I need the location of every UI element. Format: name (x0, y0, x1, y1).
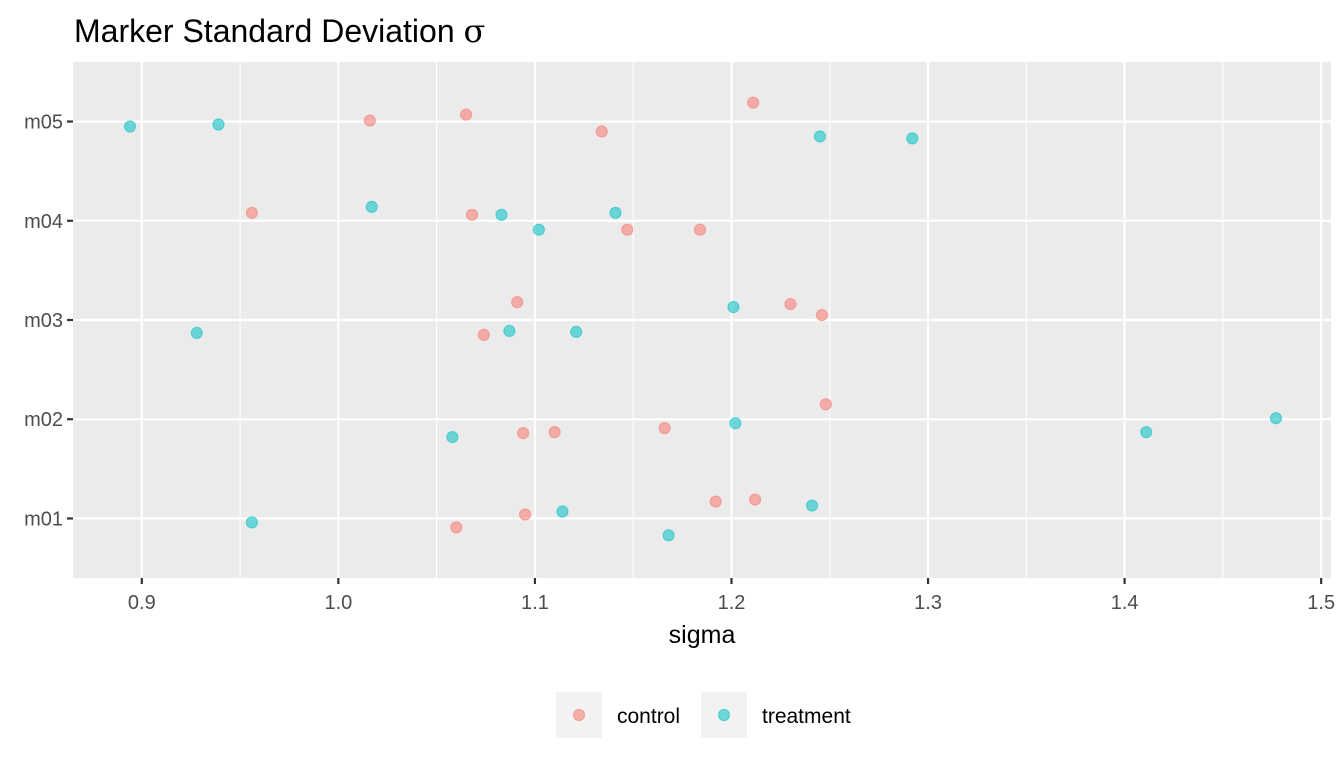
x-axis: 0.9 1.0 1.1 1.2 1.3 1.4 1.5 (128, 578, 1335, 614)
point-control (363, 114, 376, 127)
y-tick-label: m02 (24, 409, 63, 431)
point-treatment (365, 200, 378, 213)
data-points (123, 96, 1283, 542)
point-treatment (662, 529, 675, 542)
point-treatment (123, 120, 137, 133)
point-control (693, 223, 707, 236)
point-treatment (906, 132, 919, 145)
point-treatment (245, 516, 258, 529)
x-tick-label: 1.0 (324, 592, 352, 614)
point-control (709, 495, 722, 508)
point-treatment (532, 223, 545, 236)
point-control (245, 206, 258, 219)
y-tick-label: m03 (24, 310, 63, 332)
y-tick-label: m01 (24, 508, 63, 530)
y-axis: m01 m02 m03 m04 m05 (24, 112, 73, 530)
x-tick-label: 1.1 (521, 592, 549, 614)
y-tick-label: m04 (24, 211, 63, 233)
point-treatment (190, 326, 203, 339)
title-sigma: σ (464, 12, 486, 50)
point-treatment (609, 206, 622, 219)
major-gridlines (73, 62, 1331, 578)
point-control (518, 508, 532, 521)
point-control (450, 521, 463, 534)
point-control (460, 108, 473, 121)
point-control (658, 422, 671, 435)
point-treatment (813, 130, 827, 143)
point-treatment (805, 499, 819, 512)
x-tick-label: 1.3 (914, 592, 942, 614)
point-treatment (570, 325, 583, 339)
point-control (465, 208, 479, 221)
point-control (477, 328, 490, 341)
point-treatment (446, 430, 459, 444)
point-control (815, 308, 829, 322)
point-control (621, 223, 634, 236)
point-treatment (556, 505, 569, 518)
legend-marker-treatment (717, 708, 731, 722)
point-treatment (503, 324, 516, 338)
x-tick-label: 1.4 (1111, 592, 1139, 614)
point-control (747, 96, 760, 109)
point-control (819, 398, 832, 411)
point-control (595, 125, 608, 138)
point-control (784, 298, 797, 311)
point-treatment (495, 208, 508, 221)
legend-marker-control (572, 708, 586, 722)
point-control (748, 493, 762, 506)
x-tick-label: 0.9 (128, 592, 156, 614)
x-axis-title: sigma (669, 621, 736, 649)
point-treatment (727, 301, 740, 314)
legend: control treatment (556, 692, 851, 738)
x-tick-label: 1.2 (718, 592, 746, 614)
point-treatment (729, 417, 742, 430)
point-treatment (212, 118, 225, 131)
y-tick-label: m05 (24, 112, 63, 134)
point-control (517, 427, 530, 440)
legend-label-treatment: treatment (762, 705, 851, 728)
chart-title: Marker Standard Deviation σ (74, 12, 485, 50)
x-tick-label: 1.5 (1307, 592, 1335, 614)
point-control (548, 426, 561, 439)
point-treatment (1269, 412, 1283, 425)
point-treatment (1140, 426, 1153, 439)
point-control (511, 296, 524, 309)
legend-label-control: control (617, 705, 680, 728)
